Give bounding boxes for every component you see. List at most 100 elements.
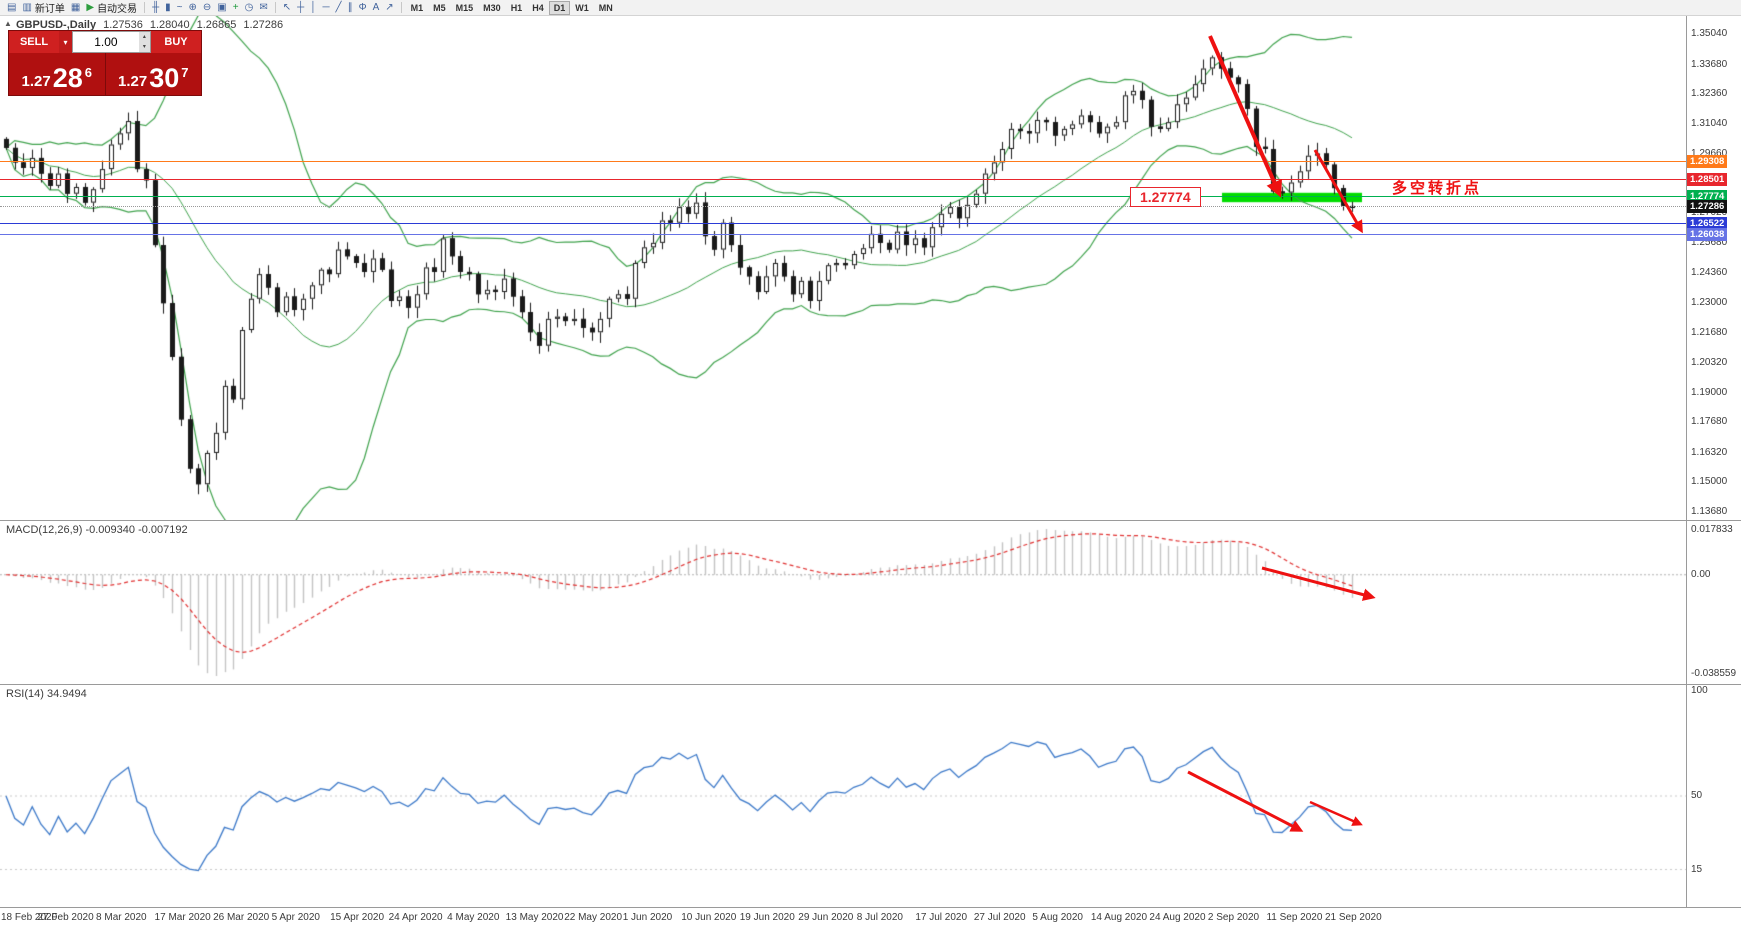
autotrading-button-label: 自动交易	[97, 4, 138, 15]
time-axis[interactable]: 18 Feb 2020 27 Feb 2020 8 Mar 2020 17 Mar 2…	[0, 908, 1741, 930]
price-axis-label: 1.25680	[1691, 237, 1728, 249]
buy-button[interactable]: BUY	[151, 31, 201, 53]
candles-icon: ▮	[165, 1, 171, 13]
time-axis-label: 11 Sep 2020	[1266, 912, 1323, 923]
buy-price-display[interactable]: 1.27 30 7	[105, 53, 201, 95]
channel-button[interactable]: ∥	[345, 0, 356, 15]
time-axis-label: 17 Mar 2020	[154, 912, 211, 923]
main-chart-canvas[interactable]	[0, 16, 1686, 520]
text-icon: A	[372, 1, 380, 13]
timeframe-h4-button[interactable]: H4	[527, 1, 549, 15]
vertical-line-button[interactable]: │	[307, 0, 319, 15]
timeframe-m15-button[interactable]: M15	[451, 1, 479, 15]
time-axis-label: 27 Feb 2020	[37, 912, 94, 923]
low-value: 1.26865	[196, 19, 237, 31]
sell-options-dropdown[interactable]: ▾	[59, 31, 72, 53]
zoom-in-button[interactable]: ⊕	[186, 0, 200, 15]
periods-button[interactable]: ◷	[242, 0, 257, 15]
fibonacci-icon: Φ	[358, 1, 367, 13]
price-axis-label: 1.32360	[1691, 88, 1728, 99]
timeframe-d1-button[interactable]: D1	[548, 0, 571, 15]
timeframe-mn-button[interactable]: MN	[594, 1, 618, 15]
macd-scale-top: 0.017833	[1691, 524, 1733, 535]
line-chart-button[interactable]: ~	[174, 0, 186, 15]
rsi-scale-label: 15	[1691, 863, 1703, 875]
candlestick-chart-button[interactable]: ▮	[162, 0, 174, 15]
chart-profiles-button[interactable]: ▦	[68, 0, 83, 15]
price-axis-label: 1.15000	[1691, 476, 1728, 487]
new-chart-button[interactable]: ▤	[4, 0, 19, 15]
time-axis-label: 14 Aug 2020	[1090, 912, 1148, 923]
text-button[interactable]: A	[370, 0, 383, 15]
price-axis-label: 1.31040	[1691, 117, 1728, 129]
toolbar-separator	[400, 2, 402, 13]
chart-window-icon: ▤	[7, 1, 17, 13]
trendline-icon: ╱	[335, 1, 342, 13]
price-axis-label: 1.35040	[1691, 28, 1728, 40]
resistance-line-2-price-tag: 1.28501	[1687, 173, 1728, 187]
time-axis-label: 4 May 2020	[447, 912, 500, 923]
new-order-button-label: 新订单	[34, 4, 65, 15]
rsi-scale-label: 100	[1691, 685, 1708, 696]
price-axis-label: 1.23000	[1691, 297, 1728, 309]
cursor-button[interactable]: ↖	[280, 0, 294, 15]
toolbar-separator	[144, 2, 146, 13]
timeframe-m30-button[interactable]: M30	[478, 1, 506, 15]
time-axis-label: 17 Jul 2020	[915, 912, 968, 923]
price-axis-border	[1686, 16, 1687, 908]
time-axis-label: 29 Jun 2020	[798, 912, 854, 923]
time-axis-label: 15 Apr 2020	[330, 912, 385, 923]
open-value: 1.27536	[103, 19, 143, 31]
bid-main: 1.27	[21, 72, 51, 90]
timeframe-h1-button[interactable]: H1	[506, 1, 528, 15]
macd-scale-zero: 0.00	[1691, 568, 1711, 580]
sell-button[interactable]: SELL	[9, 31, 59, 53]
chevron-down-icon: ▾	[63, 37, 68, 47]
ask-point: 7	[181, 65, 189, 80]
volume-down-button[interactable]: ▾	[138, 42, 150, 52]
mail-button[interactable]: ✉	[256, 0, 270, 15]
time-axis-label: 5 Aug 2020	[1032, 912, 1083, 923]
sell-price-display[interactable]: 1.27 28 6	[9, 53, 105, 95]
horizontal-line-button[interactable]: ─	[319, 0, 332, 15]
resistance-line-1-price-tag: 1.29308	[1687, 155, 1728, 169]
one-click-collapse-icon[interactable]: ▲	[4, 19, 12, 28]
bid-pips: 28	[52, 63, 83, 94]
timeframe-m5-button[interactable]: M5	[428, 1, 451, 15]
price-axis-label: 1.27020	[1691, 207, 1728, 219]
timeframe-m1-button[interactable]: M1	[406, 1, 429, 15]
arrows-button[interactable]: ↗	[382, 0, 396, 15]
timeframe-w1-button[interactable]: W1	[570, 1, 594, 15]
bar-chart-button[interactable]: ╫	[149, 0, 162, 15]
one-click-trading-panel: SELL ▾ ▴ ▾ BUY 1.27 28 6 1.27 30	[8, 30, 202, 96]
time-axis-label: 18 Feb 2020	[1, 912, 58, 923]
crosshair-icon: ┼	[297, 1, 305, 13]
current-price-price-tag: 1.27286	[1687, 200, 1728, 214]
time-axis-label: 21 Sep 2020	[1324, 912, 1382, 923]
arrow-object-icon: ↗	[385, 1, 394, 13]
crosshair-button[interactable]: ┼	[294, 0, 307, 15]
zoom-out-button[interactable]: ⊖	[200, 0, 214, 15]
trendline-button[interactable]: ╱	[333, 0, 345, 15]
tile-windows-button[interactable]: ▣	[214, 0, 229, 15]
channel-icon: ∥	[347, 1, 353, 13]
indicators-button[interactable]: +	[230, 0, 242, 15]
time-axis-label: 2 Sep 2020	[1207, 912, 1260, 923]
time-axis-label: 22 May 2020	[564, 912, 623, 923]
volume-up-button[interactable]: ▴	[138, 32, 150, 42]
macd-chart-canvas[interactable]	[0, 521, 1686, 684]
new-order-icon: ▥	[22, 1, 32, 13]
ask-pips: 30	[149, 63, 180, 94]
autotrading-button[interactable]: ▶ 自动交易	[83, 0, 140, 15]
new-order-button[interactable]: ▥ 新订单	[19, 0, 67, 15]
fibonacci-button[interactable]: Φ	[356, 0, 370, 15]
rsi-chart-canvas[interactable]	[0, 685, 1686, 907]
macd-indicator-label: MACD(12,26,9) -0.009340 -0.007192	[6, 524, 188, 536]
volume-input[interactable]	[73, 32, 139, 52]
ask-main: 1.27	[118, 72, 148, 90]
time-axis-label: 24 Apr 2020	[388, 912, 443, 923]
high-value: 1.28040	[149, 19, 190, 31]
pivot-price-callout[interactable]: 1.27774	[1130, 187, 1201, 207]
one-click-top-row: SELL ▾ ▴ ▾ BUY	[9, 31, 201, 53]
profiles-icon: ▦	[70, 1, 81, 13]
